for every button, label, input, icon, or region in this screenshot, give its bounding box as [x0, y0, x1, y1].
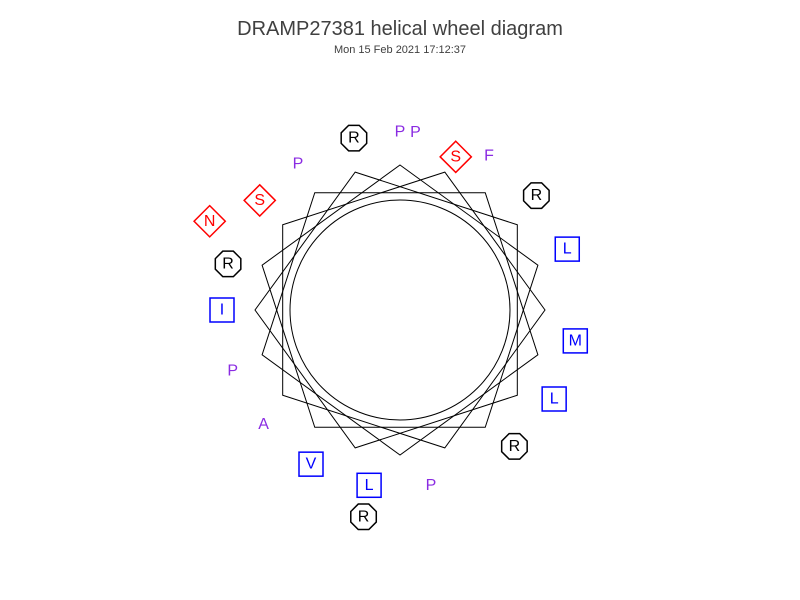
residue-label-A: A [258, 416, 269, 433]
residue-label-P: P [395, 124, 406, 141]
residue-label-R: R [509, 438, 521, 455]
residue-label-S: S [254, 192, 265, 209]
residue-label-V: V [306, 456, 317, 473]
residue-label-L: L [563, 241, 572, 258]
residue-label-P: P [293, 156, 304, 173]
residue-label-P: P [426, 477, 437, 494]
residue-label-R: R [222, 255, 234, 272]
residue-label-P: P [410, 124, 421, 141]
residue-label-P: P [227, 362, 238, 379]
residue-label-N: N [204, 213, 216, 230]
residue-label-R: R [348, 130, 360, 147]
residue-label-S: S [450, 148, 461, 165]
residue-label-F: F [484, 147, 494, 164]
residue-label-R: R [531, 187, 543, 204]
residue-label-I: I [220, 302, 224, 319]
residue-label-M: M [569, 332, 582, 349]
residue-label-L: L [550, 391, 559, 408]
residue-label-L: L [365, 477, 374, 494]
helical-wheel-diagram: PMLRPLRVAPIRNSPRPFRLS [0, 0, 800, 600]
residue-label-R: R [358, 508, 370, 525]
